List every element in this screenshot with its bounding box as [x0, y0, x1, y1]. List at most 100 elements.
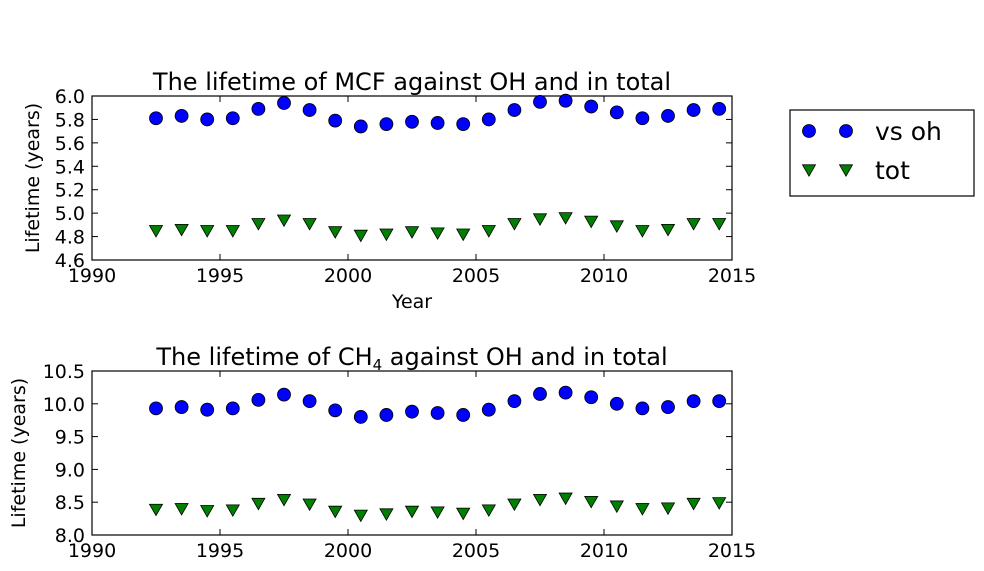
x-tick-label: 2010: [580, 265, 628, 287]
data-point-vs-oh: [481, 112, 496, 127]
data-point-tot: [609, 500, 624, 514]
data-point-vs-oh: [379, 117, 394, 132]
data-point-tot: [609, 220, 624, 234]
data-point-vs-oh: [251, 392, 266, 407]
x-tick-label: 1990: [68, 265, 116, 287]
data-point-tot: [481, 504, 496, 518]
data-point-vs-oh: [174, 400, 189, 414]
data-point-tot: [225, 225, 240, 238]
chart-title: The lifetime of MCF against OH and in to…: [152, 68, 671, 96]
x-tick-label: 1990: [68, 540, 116, 562]
data-point-tot: [251, 497, 266, 511]
chart-ch4-lifetime: The lifetime of CH4 against OH and in to…: [8, 343, 756, 562]
data-point-tot: [558, 212, 573, 225]
y-tick-label: 4.8: [55, 227, 85, 249]
data-point-vs-oh: [686, 103, 701, 117]
data-point-tot: [532, 213, 548, 226]
data-point-vs-oh: [200, 112, 215, 127]
data-point-vs-oh: [661, 109, 675, 123]
legend: vs oh tot: [789, 109, 975, 197]
y-tick-label: 10.5: [43, 361, 85, 383]
data-point-vs-oh: [353, 119, 368, 134]
data-point-tot: [404, 505, 420, 519]
data-point-tot: [379, 508, 394, 521]
data-point-tot: [174, 223, 189, 237]
legend-label: tot: [875, 156, 910, 185]
y-tick-label: 10.0: [43, 394, 85, 416]
data-point-vs-oh: [456, 117, 471, 132]
data-point-tot: [456, 228, 471, 242]
data-point-vs-oh: [379, 408, 394, 422]
data-point-vs-oh: [405, 114, 419, 129]
data-point-vs-oh: [481, 402, 496, 417]
x-tick-label: 2015: [708, 265, 756, 287]
data-point-tot: [686, 218, 701, 231]
x-tick-label: 1995: [196, 540, 244, 562]
data-point-tot: [712, 218, 727, 231]
y-tick-label: 8.5: [55, 492, 85, 514]
data-point-tot: [225, 504, 240, 518]
data-point-vs-oh: [225, 111, 240, 126]
data-point-tot: [328, 226, 343, 239]
data-point-tot: [379, 228, 394, 242]
y-tick-label: 5.4: [55, 156, 85, 178]
data-point-vs-oh: [661, 400, 675, 414]
data-point-vs-oh: [533, 387, 547, 401]
data-point-tot: [328, 505, 343, 519]
x-axis-label: Year: [391, 291, 432, 313]
data-point-tot: [276, 214, 292, 228]
data-point-tot: [251, 218, 266, 231]
x-tick-label: 2005: [452, 540, 500, 562]
data-point-vs-oh: [686, 394, 701, 409]
data-point-tot: [584, 215, 599, 229]
data-point-tot: [404, 226, 420, 239]
data-point-vs-oh: [584, 390, 599, 405]
x-tick-label: 2000: [324, 265, 372, 287]
x-tick-label: 2000: [324, 540, 372, 562]
legend-marker-tot: [838, 164, 854, 177]
data-point-tot: [353, 509, 368, 523]
y-tick-label: 9.0: [55, 459, 85, 481]
data-point-vs-oh: [712, 394, 727, 409]
data-point-tot: [686, 497, 701, 511]
data-point-tot: [200, 505, 215, 518]
data-point-tot: [635, 503, 650, 516]
legend-label: vs oh: [875, 117, 942, 146]
y-axis-label: Lifetime (years): [22, 103, 44, 253]
data-point-vs-oh: [405, 404, 419, 419]
legend-box: [789, 109, 975, 197]
data-point-vs-oh: [609, 396, 624, 411]
data-point-vs-oh: [200, 402, 215, 417]
data-point-tot: [174, 503, 189, 516]
legend-marker-tot: [801, 164, 817, 177]
data-point-tot: [558, 492, 573, 506]
data-point-tot: [660, 502, 676, 516]
data-point-vs-oh: [507, 103, 522, 117]
data-point-tot: [353, 229, 368, 243]
chart-mcf-lifetime: The lifetime of MCF against OH and in to…: [22, 68, 756, 313]
data-point-vs-oh: [712, 101, 727, 116]
x-tick-label: 2005: [452, 265, 500, 287]
data-point-tot: [635, 225, 650, 238]
data-point-vs-oh: [277, 96, 291, 110]
data-point-tot: [532, 493, 548, 507]
data-point-tot: [276, 493, 292, 507]
data-point-vs-oh: [302, 103, 317, 117]
data-point-vs-oh: [149, 401, 163, 416]
chart-title-rest: against OH and in total: [382, 343, 667, 371]
data-point-vs-oh: [251, 101, 266, 116]
data-point-vs-oh: [430, 116, 445, 130]
data-point-tot: [302, 218, 317, 231]
data-point-vs-oh: [277, 387, 291, 402]
x-tick-label: 1995: [196, 265, 244, 287]
plot-area-frame: [91, 95, 733, 261]
y-tick-label: 5.8: [55, 109, 85, 131]
data-point-tot: [200, 225, 215, 238]
y-axis-label: Lifetime (years): [8, 378, 30, 528]
data-point-vs-oh: [584, 99, 599, 114]
data-point-tot: [507, 218, 522, 231]
data-point-tot: [712, 497, 727, 510]
data-point-vs-oh: [533, 94, 547, 109]
data-point-vs-oh: [353, 410, 368, 424]
